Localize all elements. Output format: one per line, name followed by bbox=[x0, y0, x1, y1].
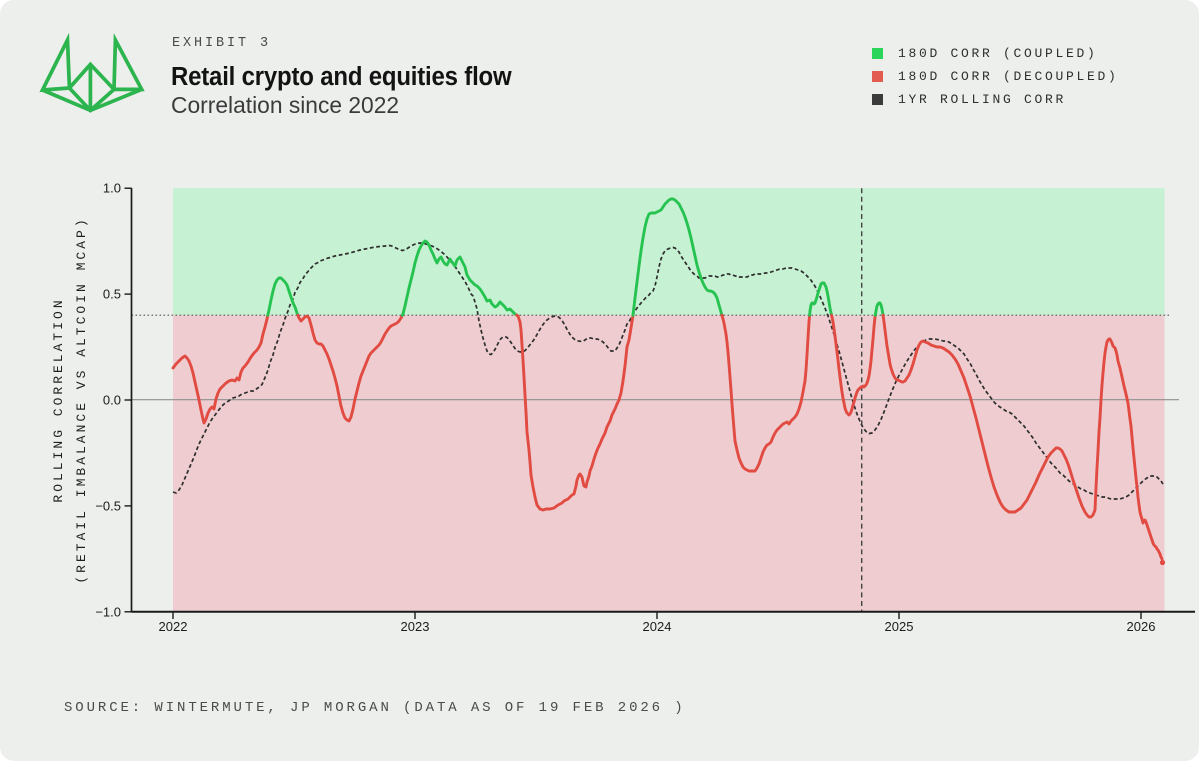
svg-text:0.0: 0.0 bbox=[103, 393, 121, 408]
svg-text:2026: 2026 bbox=[1127, 619, 1156, 634]
svg-text:0.5: 0.5 bbox=[103, 287, 121, 302]
svg-text:2025: 2025 bbox=[885, 619, 914, 634]
svg-text:−1.0: −1.0 bbox=[95, 604, 121, 619]
svg-text:2024: 2024 bbox=[643, 619, 672, 634]
svg-text:1.0: 1.0 bbox=[103, 181, 121, 196]
svg-text:ROLLING CORRELATION: ROLLING CORRELATION bbox=[51, 297, 66, 502]
svg-text:2023: 2023 bbox=[401, 619, 430, 634]
svg-text:2022: 2022 bbox=[159, 619, 188, 634]
svg-text:(RETAIL IMBALANCE VS ALTCOIN M: (RETAIL IMBALANCE VS ALTCOIN MCAP) bbox=[74, 216, 89, 583]
svg-text:−0.5: −0.5 bbox=[95, 498, 121, 513]
